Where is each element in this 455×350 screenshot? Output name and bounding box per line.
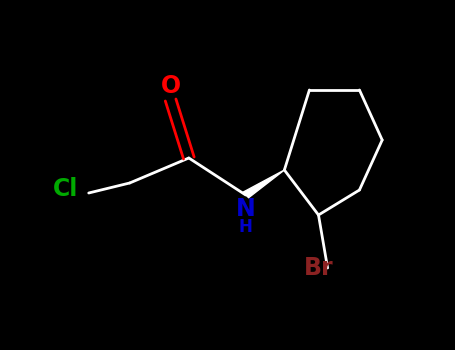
Polygon shape bbox=[243, 170, 284, 198]
Text: Br: Br bbox=[303, 256, 334, 280]
Text: H: H bbox=[239, 217, 253, 236]
Text: Cl: Cl bbox=[53, 177, 79, 202]
Text: N: N bbox=[236, 197, 256, 221]
Text: O: O bbox=[161, 74, 181, 98]
